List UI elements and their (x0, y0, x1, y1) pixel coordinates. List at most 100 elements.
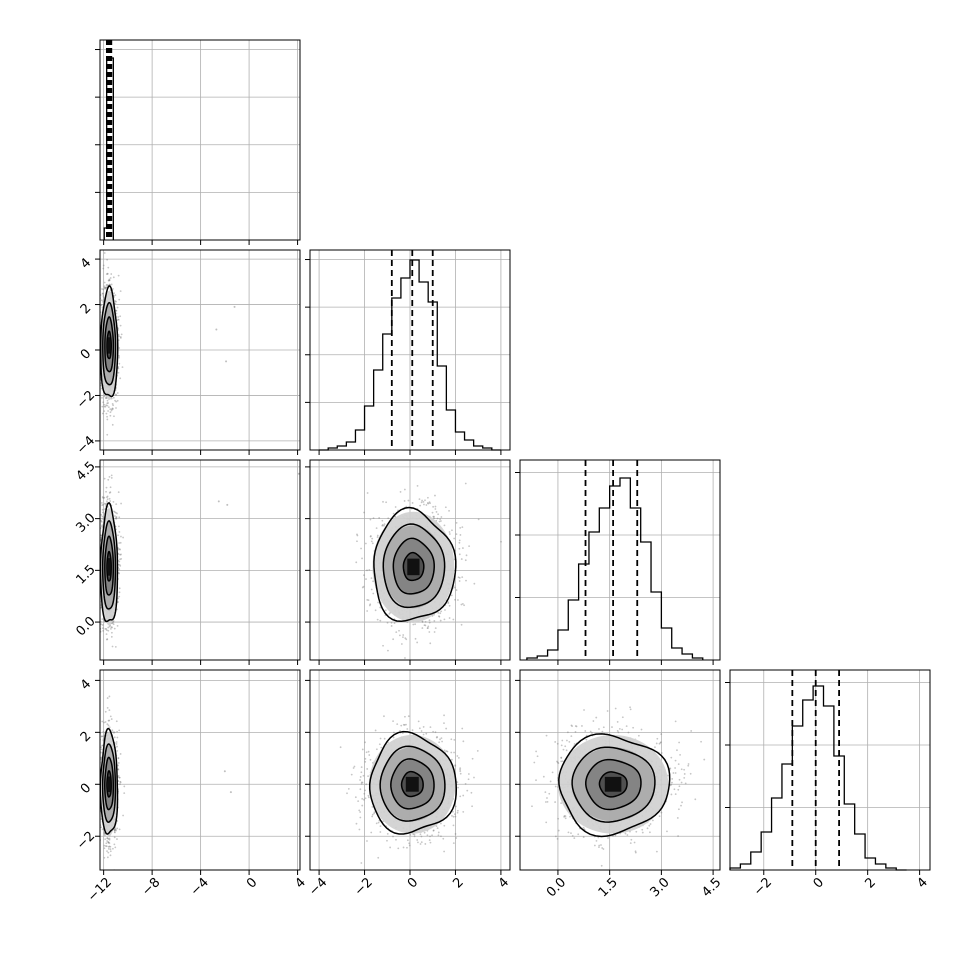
scatter-panel-1-0 (95, 249, 301, 455)
sample-point (119, 337, 122, 339)
sample-point (106, 697, 109, 699)
sample-point (97, 755, 99, 757)
sample-point (98, 620, 100, 622)
sample-point (118, 362, 121, 365)
sample-point (96, 372, 98, 374)
sample-point (100, 513, 103, 516)
panel-frame (99, 459, 301, 661)
sample-point (109, 854, 112, 857)
sample-point (370, 577, 373, 580)
sample-point (107, 626, 110, 629)
sample-point (448, 533, 451, 535)
sample-point (448, 509, 450, 512)
sample-point (361, 586, 364, 589)
sample-point (101, 828, 104, 831)
sample-point (102, 401, 105, 404)
sample-point (115, 309, 118, 312)
sample-point (114, 300, 117, 302)
sample-point (107, 406, 110, 408)
sample-point (438, 615, 440, 618)
sample-point (118, 828, 121, 831)
sample-point (382, 644, 384, 647)
sample-point (110, 408, 113, 411)
sample-point (111, 626, 113, 629)
sample-point (106, 638, 109, 640)
sample-point (432, 515, 435, 518)
sample-point (108, 837, 111, 840)
histogram-step (103, 57, 114, 240)
sample-point (110, 631, 113, 634)
sample-point (384, 609, 387, 612)
sample-point (437, 611, 440, 614)
sample-point (107, 629, 110, 632)
histogram-step (526, 477, 704, 660)
sample-point (108, 491, 111, 494)
sample-point (115, 400, 118, 403)
sample-point (97, 320, 99, 322)
sample-point (113, 292, 115, 295)
sample-point (101, 504, 104, 507)
sample-point (116, 306, 119, 309)
histogram-panel-0 (95, 39, 301, 245)
sample-point (453, 586, 456, 589)
sample-point (458, 541, 461, 544)
sample-point (108, 695, 111, 698)
sample-point (100, 623, 102, 626)
contour-line (104, 316, 115, 373)
sample-point (101, 624, 104, 626)
sample-point (105, 633, 108, 636)
sample-point (100, 534, 103, 537)
sample-point (119, 558, 121, 561)
sample-point (107, 847, 110, 850)
sample-point (372, 580, 375, 583)
sample-point (414, 637, 417, 640)
sample-point (118, 542, 121, 544)
sample-point (103, 285, 106, 288)
sample-point (444, 609, 446, 611)
sample-point (381, 524, 384, 527)
sample-point (106, 272, 109, 275)
sample-point (102, 295, 105, 297)
sample-point (112, 287, 114, 290)
sample-point (97, 785, 99, 787)
sample-point (118, 560, 121, 563)
sample-point (110, 635, 113, 638)
sample-point (118, 356, 120, 359)
sample-point (101, 508, 104, 511)
sample-point (97, 374, 99, 376)
sample-point (356, 534, 359, 537)
sample-point (434, 494, 436, 497)
sample-point (429, 502, 431, 505)
sample-point (440, 610, 443, 613)
density-peak (107, 558, 111, 576)
sample-point (452, 618, 455, 621)
sample-point (106, 837, 109, 840)
sample-point (118, 298, 121, 301)
sample-point (387, 649, 389, 652)
sample-point (109, 408, 112, 411)
sample-point (356, 533, 358, 536)
sample-point (426, 627, 429, 630)
sample-point (108, 283, 111, 286)
sample-point (366, 569, 368, 572)
sample-point (103, 502, 106, 505)
sample-point (96, 540, 98, 542)
sample-point (113, 511, 116, 513)
sample-point (115, 309, 118, 312)
sample-point (100, 304, 102, 307)
sample-point (98, 575, 100, 577)
contour-line (106, 330, 112, 360)
sample-point (101, 412, 104, 415)
density-peak (107, 337, 111, 354)
sample-point (118, 516, 121, 519)
sample-point (96, 351, 98, 353)
contour-line (102, 301, 117, 386)
sample-point (102, 518, 105, 521)
sample-point (95, 355, 97, 357)
sample-point (105, 486, 108, 489)
sample-point (108, 719, 111, 722)
sample-point (457, 599, 459, 601)
scatter-panel-2-1 (305, 459, 511, 665)
sample-point (115, 517, 118, 520)
sample-point (105, 273, 108, 275)
